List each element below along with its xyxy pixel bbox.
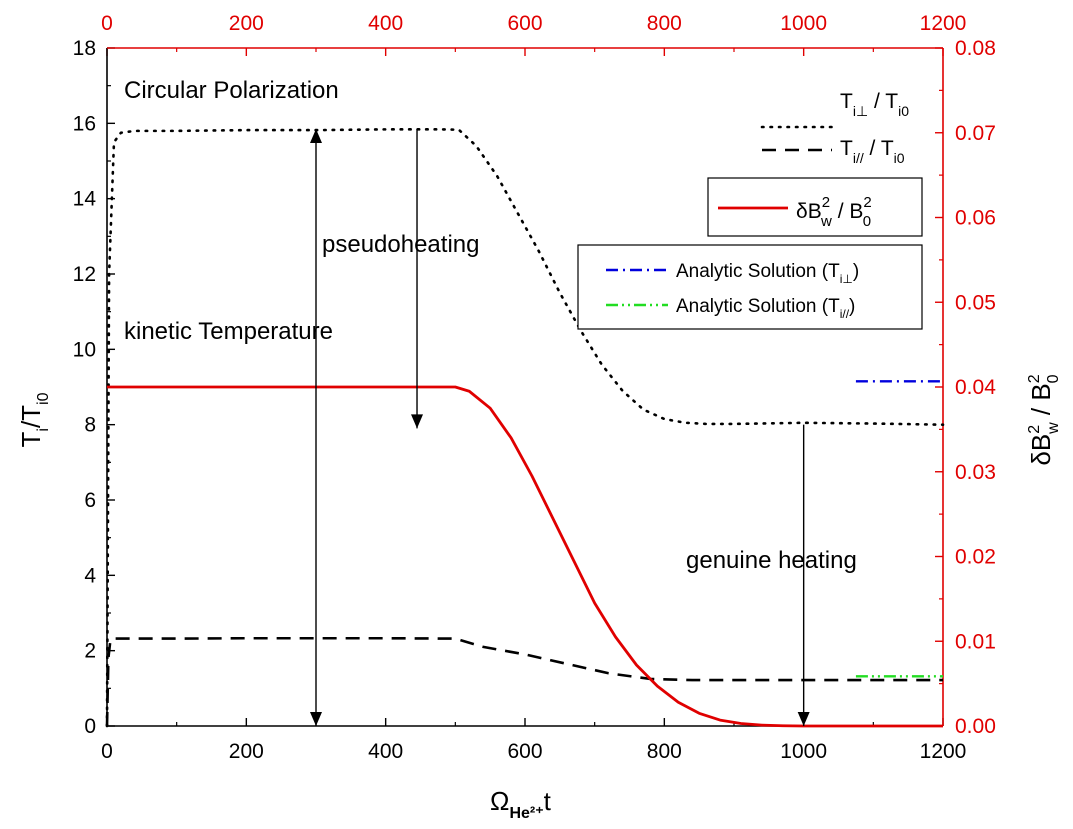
top-x-tick-label: 200 [229, 12, 264, 35]
right-y-tick-label: 0.03 [955, 461, 996, 484]
annotation-kinetic-temperature: kinetic Temperature [124, 318, 333, 345]
arrow-head [411, 414, 424, 429]
top-x-tick-label: 600 [507, 12, 542, 35]
series-line-0 [105, 128, 945, 728]
legend-label-t-perp: Ti⊥ / Ti0 [840, 90, 909, 119]
right-y-tick-label: 0.02 [955, 546, 996, 569]
right-y-tick-label: 0.04 [955, 376, 996, 399]
x-tick-label: 0 [101, 740, 113, 763]
right-y-tick-label: 0.08 [955, 37, 996, 60]
top-x-tick-label: 1000 [780, 12, 827, 35]
y-axis-title-right: δB2 w / B2 0 [1026, 374, 1062, 465]
left-y-tick-label: 10 [73, 338, 96, 361]
left-y-tick-label: 2 [84, 640, 96, 663]
legend-red: δB2 w / B2 0 [707, 177, 923, 237]
legend-main: Ti⊥ / Ti0 Ti// / Ti0 [760, 90, 909, 166]
arrow-head [310, 128, 322, 143]
top-x-tick-label: 0 [101, 12, 113, 35]
y-axis-title-left: Ti/Ti0 [16, 392, 52, 447]
left-y-tick-label: 4 [84, 564, 96, 587]
annotation-genuine-heating: genuine heating [686, 547, 857, 574]
legend-analytic-box [577, 244, 923, 330]
top-x-tick-label: 400 [368, 12, 403, 35]
arrow-layer [310, 128, 810, 726]
right-y-tick-label: 0.00 [955, 715, 996, 738]
legend-label-analytic-par: Analytic Solution (Ti//) [676, 296, 855, 321]
x-tick-label: 1000 [780, 740, 827, 763]
series-line-1 [105, 636, 943, 727]
x-tick-label: 400 [368, 740, 403, 763]
right-y-tick-label: 0.07 [955, 122, 996, 145]
arrow-head [797, 712, 810, 726]
left-y-tick-label: 14 [73, 188, 97, 211]
x-tick-label: 200 [229, 740, 264, 763]
right-y-tick-label: 0.05 [955, 291, 996, 314]
top-x-tick-label: 1200 [920, 12, 967, 35]
left-y-tick-label: 18 [73, 37, 96, 60]
top-x-tick-label: 800 [647, 12, 682, 35]
right-y-tick-label: 0.06 [955, 207, 996, 230]
series-line-2 [107, 385, 943, 728]
annotation-circular-polarization: Circular Polarization [124, 77, 339, 104]
arrow-head [310, 712, 322, 726]
left-y-tick-label: 12 [73, 263, 96, 286]
left-y-tick-label: 16 [73, 112, 96, 135]
annotation-pseudoheating: pseudoheating [322, 231, 479, 258]
legend-analytic: Analytic Solution (Ti⊥) Analytic Solutio… [577, 244, 923, 330]
x-tick-label: 600 [507, 740, 542, 763]
left-y-tick-label: 8 [84, 414, 96, 437]
left-y-tick-label: 6 [84, 489, 96, 512]
right-y-tick-label: 0.01 [955, 630, 996, 653]
legend-label-db: δB2 w / B2 0 [796, 194, 872, 230]
left-y-tick-label: 0 [84, 715, 96, 738]
legend-label-analytic-perp: Analytic Solution (Ti⊥) [676, 261, 859, 286]
legend-label-t-par: Ti// / Ti0 [840, 137, 905, 166]
series-layer [105, 128, 945, 728]
x-tick-label: 1200 [920, 740, 967, 763]
x-tick-label: 800 [647, 740, 682, 763]
x-axis-title: ΩHe²⁺t [490, 786, 552, 822]
tick-labels: 0020020040040060060080080010001000120012… [73, 12, 997, 763]
